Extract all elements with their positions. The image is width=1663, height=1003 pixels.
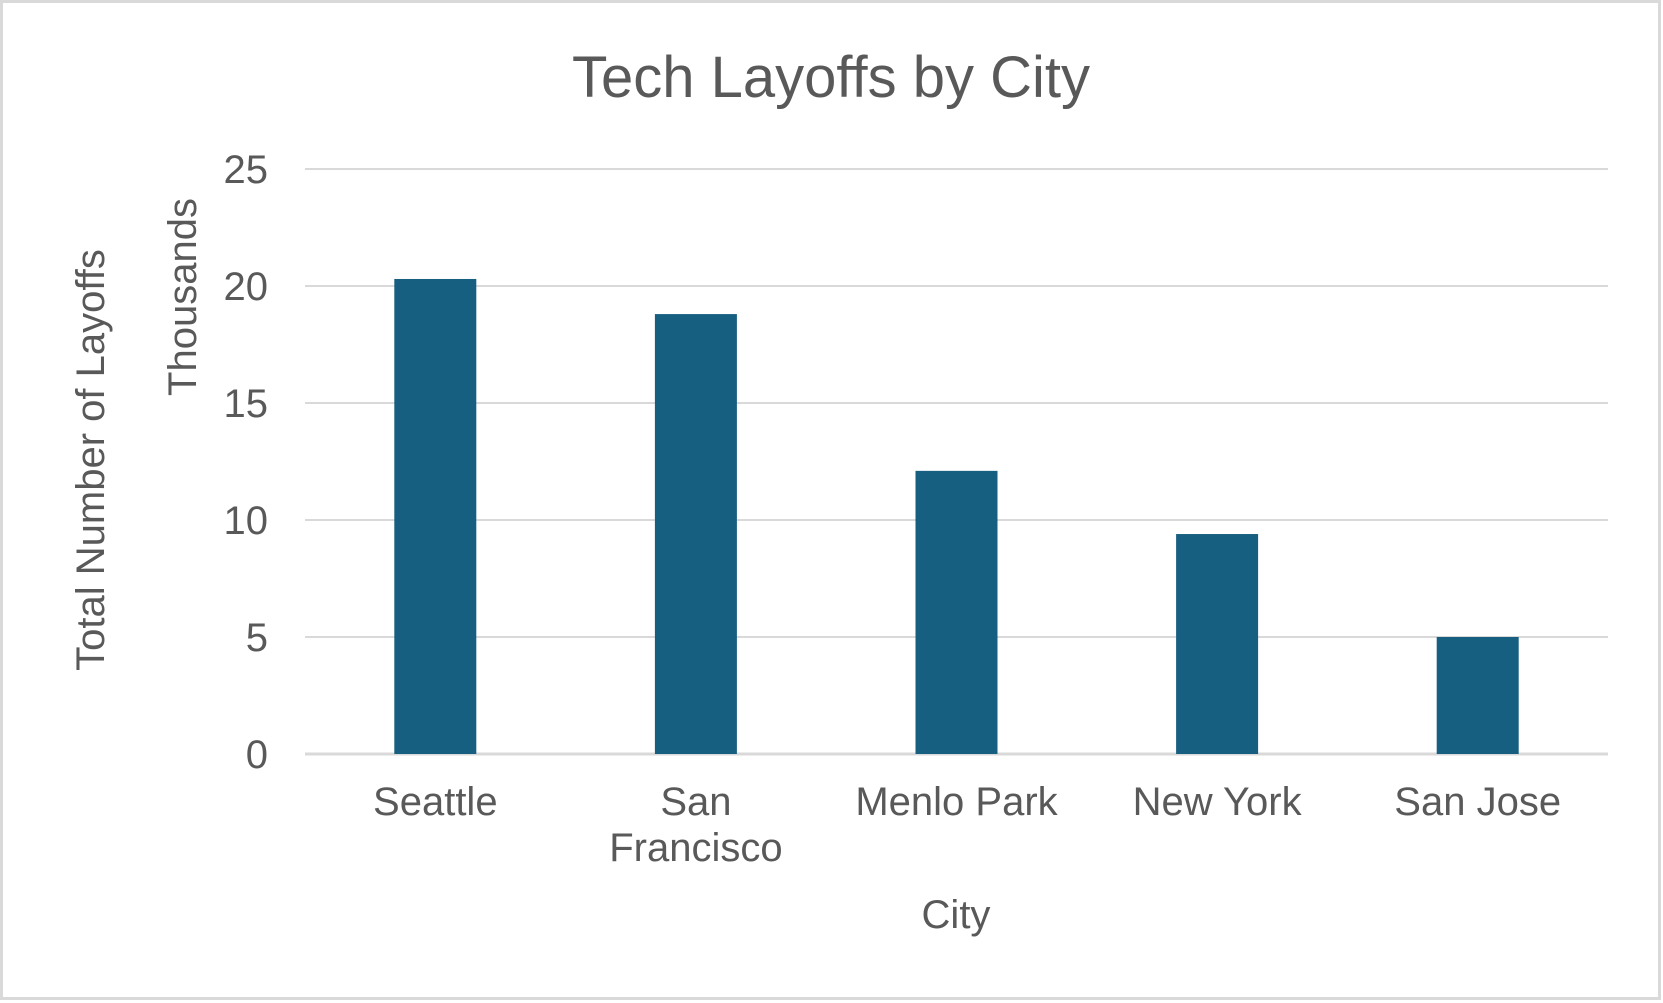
bar <box>1436 637 1519 754</box>
y-tick-label: 5 <box>246 616 268 660</box>
x-tick-labels: Seattle San Francisco Menlo Park New York San… <box>373 780 1561 870</box>
chart-title: Tech Layoffs by City <box>572 45 1090 110</box>
x-tick-label: San Jose <box>1394 780 1561 824</box>
bars <box>394 278 1519 754</box>
x-tick-label: Menlo Park <box>855 780 1058 824</box>
y-tick-label: 25 <box>224 148 269 192</box>
x-tick-label: San Francisco <box>609 780 782 870</box>
x-axis-label: City <box>922 893 991 937</box>
y-display-units-label: Thousands <box>161 198 205 396</box>
bar <box>394 278 477 754</box>
gridlines <box>305 168 1608 756</box>
y-tick-label: 15 <box>224 382 269 426</box>
bar <box>654 314 737 754</box>
y-tick-label: 20 <box>224 265 269 309</box>
bar <box>1176 534 1259 754</box>
y-tick-label: 0 <box>246 733 268 777</box>
x-tick-label: Seattle <box>373 780 498 824</box>
bar <box>915 470 998 754</box>
y-tick-labels: 0 5 10 15 20 25 <box>224 148 269 777</box>
x-tick-label: New York <box>1133 780 1303 824</box>
y-axis-label: Total Number of Layoffs <box>69 249 113 671</box>
y-tick-label: 10 <box>224 499 269 543</box>
